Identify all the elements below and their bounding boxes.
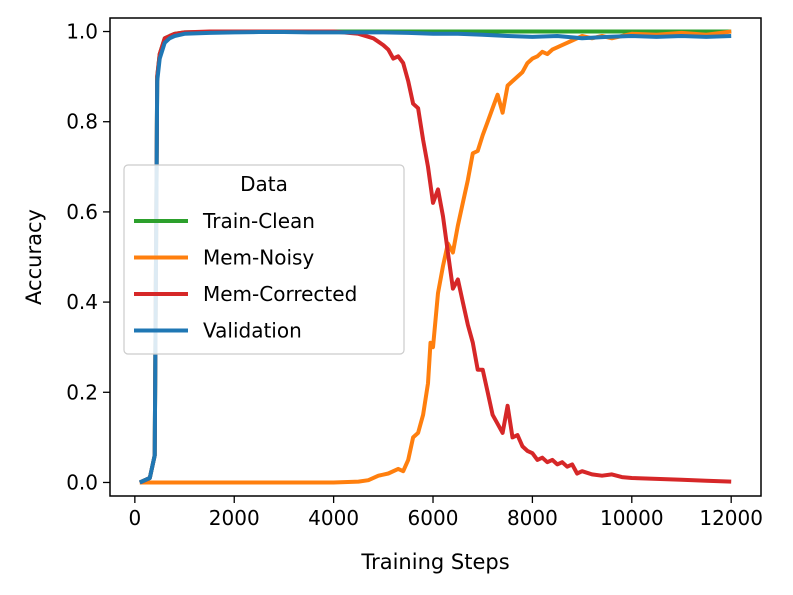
series-lines — [138, 29, 732, 485]
series-line-validation — [138, 30, 732, 485]
x-tick-label: 12000 — [699, 506, 763, 530]
y-tick-label: 0.2 — [66, 380, 98, 404]
legend-label: Validation — [203, 319, 302, 343]
legend-label: Mem-Corrected — [203, 282, 357, 306]
legend-title: Data — [240, 172, 288, 196]
x-tick-label: 4000 — [308, 506, 359, 530]
y-tick-label: 0.0 — [66, 470, 98, 494]
legend-label: Mem-Noisy — [203, 246, 314, 270]
x-tick-label: 8000 — [507, 506, 558, 530]
y-axis-label: Accuracy — [22, 209, 46, 305]
legend-entries: Train-Clean Mem-Noisy Mem-Corrected Validat… — [134, 209, 357, 343]
x-tick-label: 0 — [128, 506, 141, 530]
x-axis-label: Training Steps — [360, 550, 509, 574]
axis-ticks: 0 2000 4000 6000 8000 10000 12000 0.0 0.2 0.4 0.6 0… — [66, 20, 763, 530]
legend-box — [123, 164, 405, 355]
x-tick-label: 2000 — [209, 506, 260, 530]
legend: Data Train-Clean Mem-Noisy Mem-Corrected Va… — [123, 164, 405, 355]
y-tick-label: 0.4 — [66, 290, 98, 314]
y-tick-label: 1.0 — [66, 20, 98, 44]
y-tick-label: 0.6 — [66, 200, 98, 224]
x-tick-label: 6000 — [408, 506, 459, 530]
legend-label: Train-Clean — [202, 209, 315, 233]
x-tick-label: 10000 — [600, 506, 664, 530]
y-tick-label: 0.8 — [66, 110, 98, 134]
plot-frame — [109, 17, 762, 497]
